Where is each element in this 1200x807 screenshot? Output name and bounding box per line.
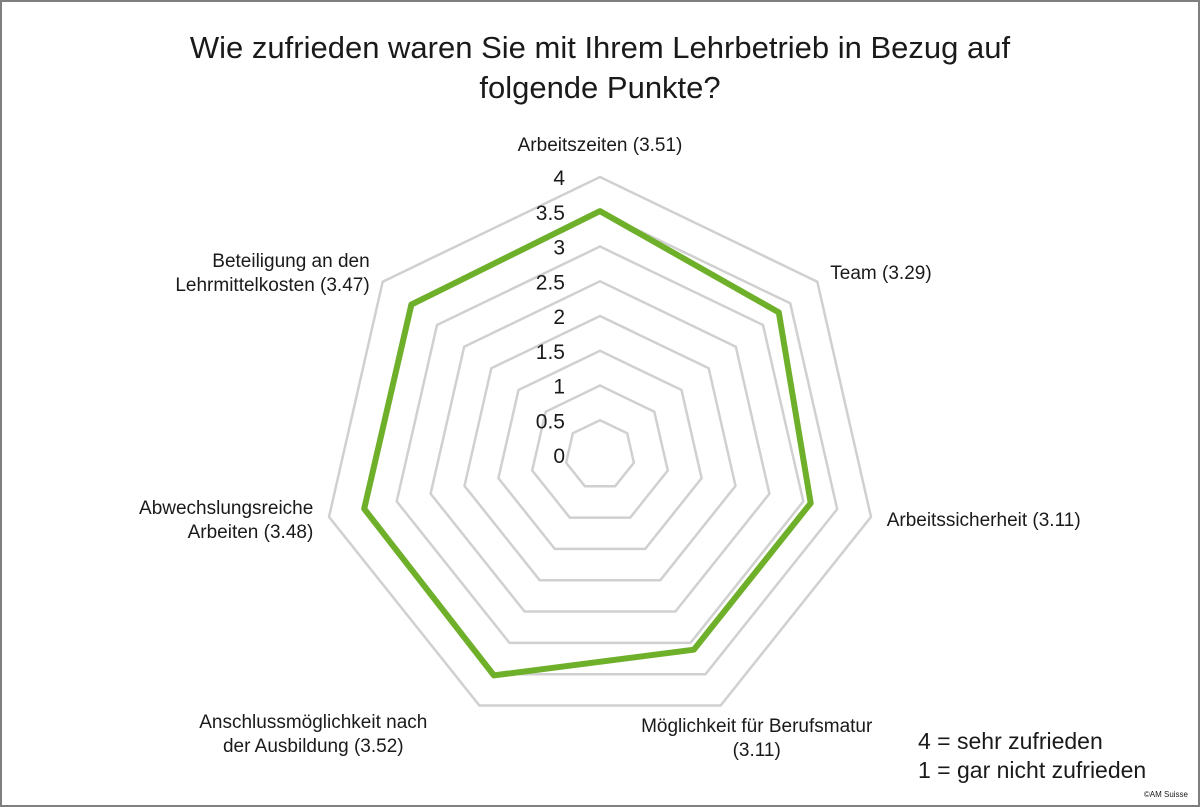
axis-label-0-line-0: Arbeitszeiten (3.51) (518, 135, 683, 156)
tick-label-6: 3 (553, 237, 565, 260)
axis-label-6: Beteiligung an den Lehrmittelkosten (3.47… (175, 251, 369, 296)
axis-labels: Arbeitszeiten (3.51) Team (3.29) Arbeitssi… (139, 135, 1081, 761)
axis-label-6-line-1: Lehrmittelkosten (3.47) (175, 275, 369, 296)
grid-ring-1 (564, 418, 636, 488)
axis-label-4-line-0: Anschlussmöglichkeit nach (199, 712, 427, 733)
axis-label-3: Möglichkeit für Berufsmatur (3.11) (641, 716, 873, 761)
axis-label-5-line-1: Arbeiten (3.48) (188, 522, 314, 543)
tick-label-8: 4 (553, 167, 565, 190)
radar-grid (327, 175, 873, 707)
axis-label-1-line-0: Team (3.29) (830, 263, 931, 284)
tick-label-7: 3.5 (536, 202, 565, 225)
axis-label-0: Arbeitszeiten (3.51) (518, 135, 683, 156)
series-line (361, 208, 814, 679)
chart-title: Wie zufrieden waren Sie mit Ihrem Lehrbe… (0, 28, 1200, 108)
copyright-note: ©AM Suisse (1143, 790, 1188, 799)
axis-label-4: Anschlussmöglichkeit nach der Ausbildung … (199, 712, 427, 757)
grid-ring-3 (497, 349, 703, 551)
axis-label-5-line-0: Abwechslungsreiche (139, 498, 313, 519)
grid-ring-2 (530, 384, 670, 519)
tick-label-3: 1.5 (536, 341, 565, 364)
tick-label-2: 1 (553, 376, 565, 399)
grid-ring-5 (429, 279, 771, 613)
radial-tick-labels: 0 0.5 1 1.5 2 2.5 3 3.5 4 (536, 167, 566, 468)
axis-label-1: Team (3.29) (830, 263, 931, 284)
tick-label-4: 2 (553, 306, 565, 329)
axis-label-3-line-1: (3.11) (733, 740, 781, 761)
axis-label-4-line-1: der Ausbildung (3.52) (223, 736, 404, 757)
chart-title-line-2: folgende Punkte? (479, 70, 721, 105)
chart-title-line-1: Wie zufrieden waren Sie mit Ihrem Lehrbe… (189, 30, 1011, 65)
tick-label-5: 2.5 (536, 271, 565, 294)
axis-label-6-line-0: Beteiligung an den (212, 251, 369, 272)
axis-label-2-line-0: Arbeitssicherheit (3.11) (887, 510, 1081, 531)
grid-ring-8 (327, 175, 873, 707)
legend: 4 = sehr zufrieden 1 = gar nicht zufried… (918, 727, 1146, 785)
legend-line-2: 1 = gar nicht zufrieden (918, 757, 1147, 783)
axis-label-2: Arbeitssicherheit (3.11) (887, 510, 1081, 531)
grid-ring-6 (395, 245, 805, 645)
radar-series (361, 208, 814, 679)
legend-line-1: 4 = sehr zufrieden (918, 728, 1103, 754)
axis-label-5: Abwechslungsreiche Arbeiten (3.48) (139, 498, 313, 543)
tick-label-0: 0 (553, 445, 565, 468)
tick-label-1: 0.5 (536, 410, 565, 433)
axis-label-3-line-0: Möglichkeit für Berufsmatur (641, 716, 873, 737)
grid-ring-4 (463, 314, 737, 582)
